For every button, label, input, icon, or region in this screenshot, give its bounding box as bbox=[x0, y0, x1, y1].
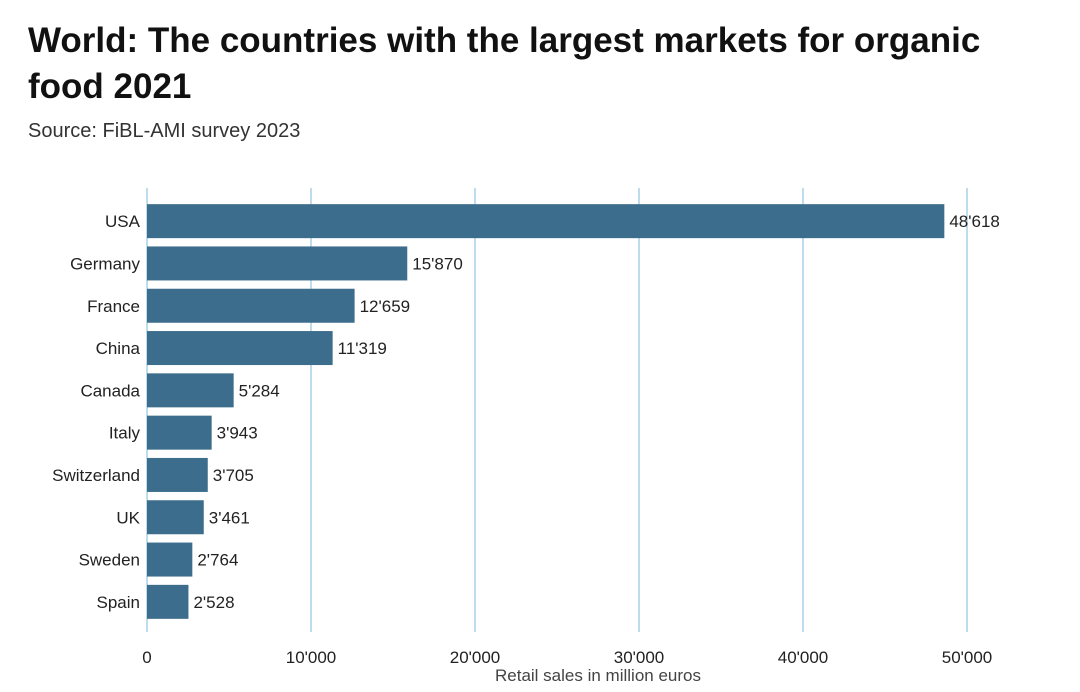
bar bbox=[147, 373, 234, 408]
bar bbox=[147, 288, 355, 323]
chart-title: World: The countries with the largest ma… bbox=[28, 21, 981, 106]
x-tick-label: 50'000 bbox=[942, 648, 993, 667]
bar bbox=[147, 331, 333, 366]
category-label: Spain bbox=[97, 593, 140, 612]
category-label: Sweden bbox=[79, 551, 140, 570]
x-tick-label: 0 bbox=[142, 648, 151, 667]
value-label: 48'618 bbox=[949, 212, 1000, 231]
x-tick-label: 30'000 bbox=[614, 648, 665, 667]
bar bbox=[147, 542, 193, 577]
value-label: 12'659 bbox=[360, 297, 411, 316]
value-label: 2'528 bbox=[193, 593, 234, 612]
x-tick-labels: 0 10'000 20'000 30'000 40'000 50'000 bbox=[142, 648, 992, 667]
value-label: 3'705 bbox=[213, 466, 254, 485]
bar bbox=[147, 500, 204, 535]
category-label: Switzerland bbox=[52, 466, 140, 485]
value-label: 11'319 bbox=[338, 339, 387, 358]
category-label: Italy bbox=[109, 424, 141, 443]
bar bbox=[147, 246, 408, 281]
value-label: 2'764 bbox=[197, 551, 238, 570]
x-tick-label: 40'000 bbox=[778, 648, 829, 667]
x-tick-label: 20'000 bbox=[450, 648, 501, 667]
value-label: 3'461 bbox=[209, 508, 250, 527]
bars bbox=[147, 204, 945, 619]
value-labels: 48'618 15'870 12'659 11'319 5'284 3'943 3'705 3… bbox=[193, 212, 999, 612]
chart-subtitle: Source: FiBL-AMI survey 2023 bbox=[28, 120, 301, 142]
category-label: UK bbox=[116, 508, 140, 527]
value-label: 15'870 bbox=[412, 254, 463, 273]
value-label: 3'943 bbox=[217, 424, 258, 443]
bar bbox=[147, 584, 189, 619]
bar bbox=[147, 204, 945, 239]
bar bbox=[147, 457, 208, 492]
category-label: USA bbox=[105, 212, 141, 231]
x-axis-label: Retail sales in million euros bbox=[495, 666, 701, 685]
bar bbox=[147, 415, 212, 450]
category-labels: USA Germany France China Canada Italy Switzerl… bbox=[52, 212, 141, 612]
category-label: China bbox=[96, 339, 141, 358]
category-label: Germany bbox=[70, 254, 140, 273]
category-label: Canada bbox=[80, 381, 140, 400]
x-tick-label: 10'000 bbox=[286, 648, 337, 667]
category-label: France bbox=[87, 297, 140, 316]
value-label: 5'284 bbox=[239, 381, 280, 400]
